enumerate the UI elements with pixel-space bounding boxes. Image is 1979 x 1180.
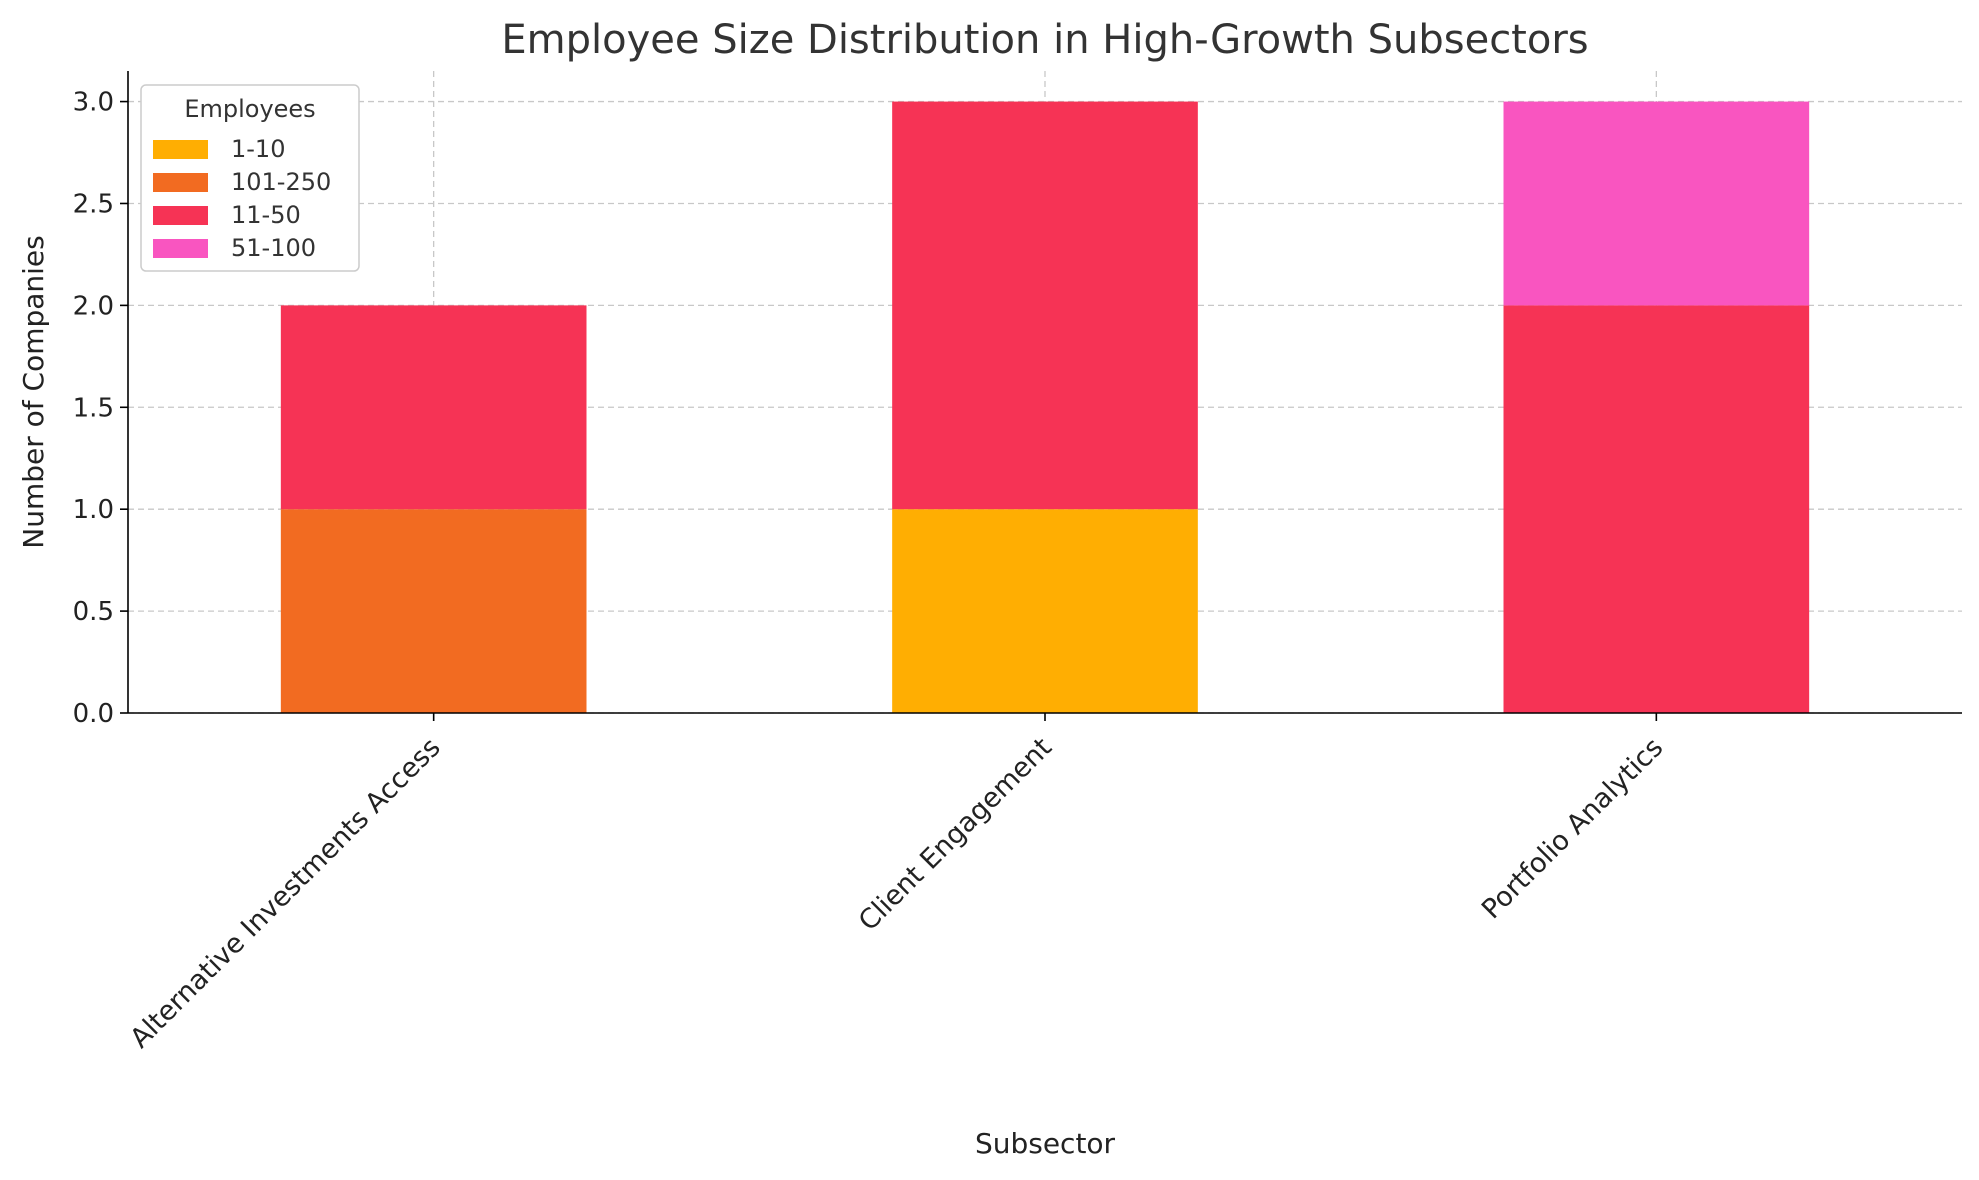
bar-segment-101-250 xyxy=(280,509,587,713)
legend-label: 101-250 xyxy=(231,168,331,196)
x-axis-title: Subsector xyxy=(975,1127,1116,1160)
y-tick-label: 3.0 xyxy=(73,88,114,118)
legend-label: 11-50 xyxy=(231,201,301,229)
y-tick-label: 1.0 xyxy=(73,495,114,525)
y-tick-label: 0.0 xyxy=(73,699,114,729)
y-tick-label: 2.5 xyxy=(73,189,114,219)
y-tick-label: 2.0 xyxy=(73,291,114,321)
bar-segment-51-100 xyxy=(1503,101,1810,306)
legend-label: 1-10 xyxy=(231,135,285,163)
bar-segment-11-50 xyxy=(280,305,587,510)
bar-segment-11-50 xyxy=(892,101,1198,510)
legend-swatch xyxy=(153,173,208,192)
legend-swatch xyxy=(153,239,208,258)
legend-label: 51-100 xyxy=(231,234,316,262)
y-tick-label: 1.5 xyxy=(73,393,114,423)
x-tick-label: Alternative Investments Access xyxy=(124,732,446,1054)
bars xyxy=(280,101,1810,713)
chart-title: Employee Size Distribution in High-Growt… xyxy=(501,17,1588,63)
y-tick-label: 0.5 xyxy=(73,597,114,627)
x-tick-label: Client Engagement xyxy=(853,732,1058,937)
y-axis-title: Number of Companies xyxy=(17,235,50,549)
bar-segment-11-50 xyxy=(1503,305,1810,713)
legend: Employees 1-10 101-250 11-50 51-100 xyxy=(140,84,360,272)
x-tick-label: Portfolio Analytics xyxy=(1476,732,1669,925)
legend-swatch xyxy=(153,140,208,159)
legend-swatch xyxy=(153,206,208,225)
legend-title: Employees xyxy=(184,95,315,123)
bar-segment-1-10 xyxy=(892,509,1198,713)
